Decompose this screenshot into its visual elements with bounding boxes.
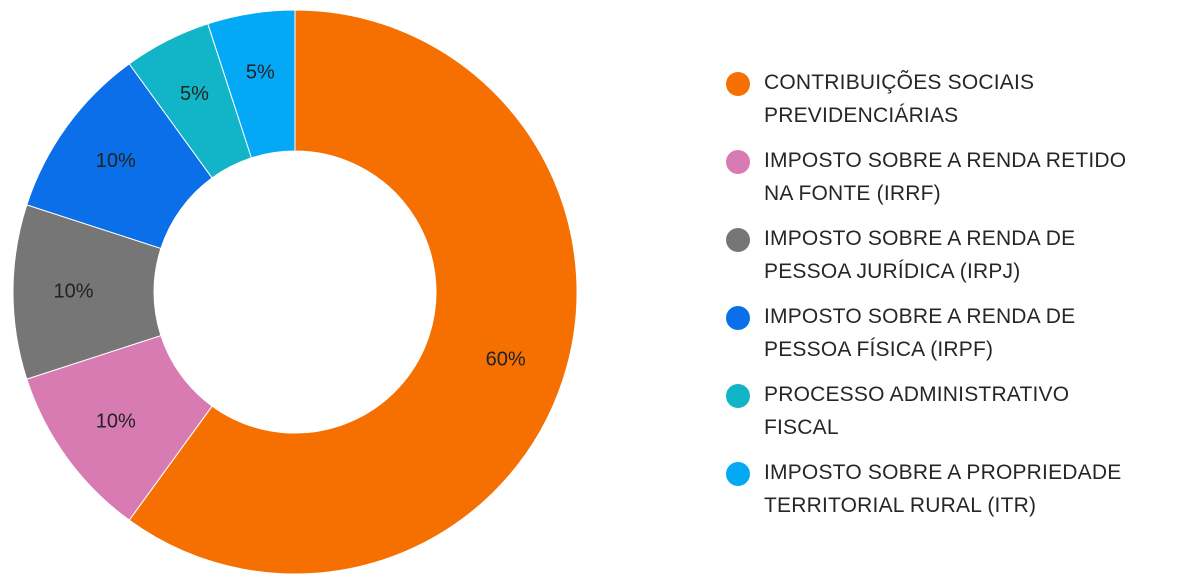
legend-item-irpf[interactable]: IMPOSTO SOBRE A RENDA DE PESSOA FÍSICA (I… — [726, 300, 1186, 366]
legend-line-1: IMPOSTO SOBRE A RENDA DE — [764, 305, 1076, 328]
slice-label-4: 10% — [96, 150, 136, 172]
legend-swatch — [726, 384, 750, 408]
slice-label-2: 10% — [96, 410, 136, 432]
legend-swatch — [726, 228, 750, 252]
legend-item-contribuicoes[interactable]: CONTRIBUIÇÕES SOCIAIS PREVIDENCIÁRIAS — [726, 66, 1186, 132]
legend-line-1: IMPOSTO SOBRE A RENDA DE — [764, 227, 1076, 250]
slices-group — [12, 9, 578, 575]
legend-text: IMPOSTO SOBRE A RENDA RETIDO NA FONTE (IR… — [764, 144, 1126, 210]
legend-text: CONTRIBUIÇÕES SOCIAIS PREVIDENCIÁRIAS — [764, 66, 1034, 132]
legend-text: IMPOSTO SOBRE A RENDA DE PESSOA JURÍDICA … — [764, 222, 1075, 288]
slice-label-6: 5% — [246, 62, 275, 84]
legend-line-1: IMPOSTO SOBRE A RENDA RETIDO — [764, 149, 1127, 172]
legend-item-itr[interactable]: IMPOSTO SOBRE A PROPRIEDADE TERRITORIAL R… — [726, 456, 1186, 522]
legend-text: IMPOSTO SOBRE A RENDA DE PESSOA FÍSICA (I… — [764, 300, 1075, 366]
legend-text: PROCESSO ADMINISTRATIVO FISCAL — [764, 378, 1069, 444]
legend-item-irpj[interactable]: IMPOSTO SOBRE A RENDA DE PESSOA JURÍDICA … — [726, 222, 1186, 288]
slice-6[interactable] — [207, 9, 296, 159]
legend-line-2: PESSOA JURÍDICA (IRPJ) — [764, 260, 1021, 283]
legend-line-2: PESSOA FÍSICA (IRPF) — [764, 338, 994, 361]
legend-line-1: PROCESSO ADMINISTRATIVO — [764, 383, 1070, 406]
legend: CONTRIBUIÇÕES SOCIAIS PREVIDENCIÁRIAS IMP… — [726, 66, 1186, 534]
slice-1[interactable] — [128, 9, 578, 575]
donut-chart: 60% 10% 10% 10% 5% 5% — [12, 9, 578, 575]
legend-line-2: FISCAL — [764, 416, 839, 439]
legend-item-irrf[interactable]: IMPOSTO SOBRE A RENDA RETIDO NA FONTE (IR… — [726, 144, 1186, 210]
legend-swatch — [726, 72, 750, 96]
legend-swatch — [726, 462, 750, 486]
legend-swatch — [726, 306, 750, 330]
legend-item-processo-administrativo[interactable]: PROCESSO ADMINISTRATIVO FISCAL — [726, 378, 1186, 444]
legend-line-1: IMPOSTO SOBRE A PROPRIEDADE — [764, 461, 1122, 484]
slice-label-3: 10% — [53, 280, 93, 302]
legend-swatch — [726, 150, 750, 174]
legend-line-2: PREVIDENCIÁRIAS — [764, 104, 959, 127]
legend-line-1: CONTRIBUIÇÕES SOCIAIS — [764, 71, 1035, 94]
legend-text: IMPOSTO SOBRE A PROPRIEDADE TERRITORIAL R… — [764, 456, 1121, 522]
slice-label-1: 60% — [486, 349, 526, 371]
legend-line-2: NA FONTE (IRRF) — [764, 182, 941, 205]
slice-labels-group: 60% 10% 10% 10% 5% 5% — [53, 62, 525, 433]
slice-label-5: 5% — [180, 83, 209, 105]
legend-line-2: TERRITORIAL RURAL (ITR) — [764, 494, 1037, 517]
